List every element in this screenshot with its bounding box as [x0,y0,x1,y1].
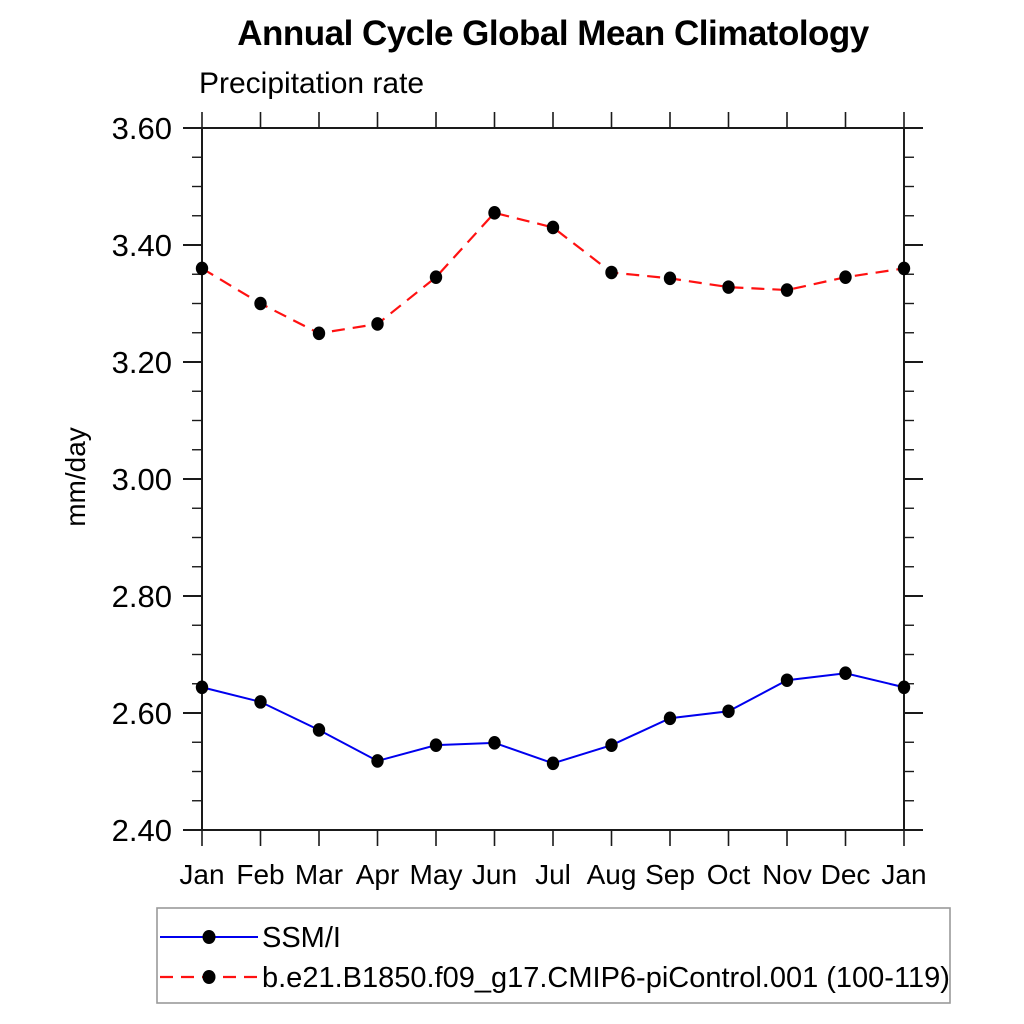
y-tick-label: 3.60 [112,111,172,146]
data-point [780,673,794,688]
legend-marker-icon [202,970,216,984]
data-point [488,736,501,750]
y-axis-label: mm/day [60,427,91,527]
data-point [605,738,618,752]
chart-subtitle: Precipitation rate [199,67,424,100]
data-point [195,261,209,276]
data-point [312,723,326,737]
x-tick-label: Oct [707,859,751,890]
plot-area: 2.40 2.60 2.80 3.00 3.20 3.40 3.60 Jan Feb Mar Apr… [112,111,927,890]
data-point [429,738,443,752]
x-tick-label: Nov [762,859,812,890]
data-point [839,270,852,284]
y-tick-label: 2.40 [112,813,172,848]
data-point [546,756,560,771]
data-point [371,317,384,331]
data-point [663,711,677,726]
y-tick-label: 2.60 [112,696,172,731]
series-line-0 [201,672,905,765]
x-tick-label: Jan [179,859,224,890]
y-tick-label: 3.00 [112,462,172,497]
legend-label-model: b.e21.B1850.f09_g17.CMIP6-piControl.001 … [262,962,950,994]
legend-marker-icon [202,930,216,944]
data-point [195,680,209,695]
x-tick-label: Sep [645,859,695,890]
data-point [839,666,852,681]
data-point [488,206,501,220]
y-tick-label: 2.80 [112,579,172,614]
data-point [254,695,267,709]
data-point [897,261,911,276]
data-point [429,270,443,284]
legend-box [156,907,951,1004]
plot-frame [201,127,905,831]
data-point [722,704,735,719]
x-tick-label: Jun [472,859,517,890]
legend: SSM/I b.e21.B1850.f09_g17.CMIP6-piContro… [156,907,951,1004]
chart-title: Annual Cycle Global Mean Climatology [237,14,870,53]
data-point [371,754,384,768]
x-tick-label: Jul [535,859,571,890]
x-tick-label: Apr [356,859,400,890]
data-point [605,265,618,280]
x-tick-label: Jan [881,859,926,890]
x-tick-label: May [410,859,463,890]
x-tick-label: Mar [295,859,343,890]
data-point [663,271,677,286]
x-tick-label: Feb [236,859,284,890]
data-point [897,680,911,695]
data-point [780,283,794,297]
x-tick-label: Dec [821,859,871,890]
y-tick-label: 3.40 [112,228,172,263]
data-point [722,280,735,294]
data-point [254,296,267,311]
legend-label-ssmi: SSM/I [262,922,341,954]
y-tick-label: 3.20 [112,345,172,380]
x-tick-label: Aug [587,859,637,890]
data-point [312,326,326,341]
data-point [546,220,560,235]
